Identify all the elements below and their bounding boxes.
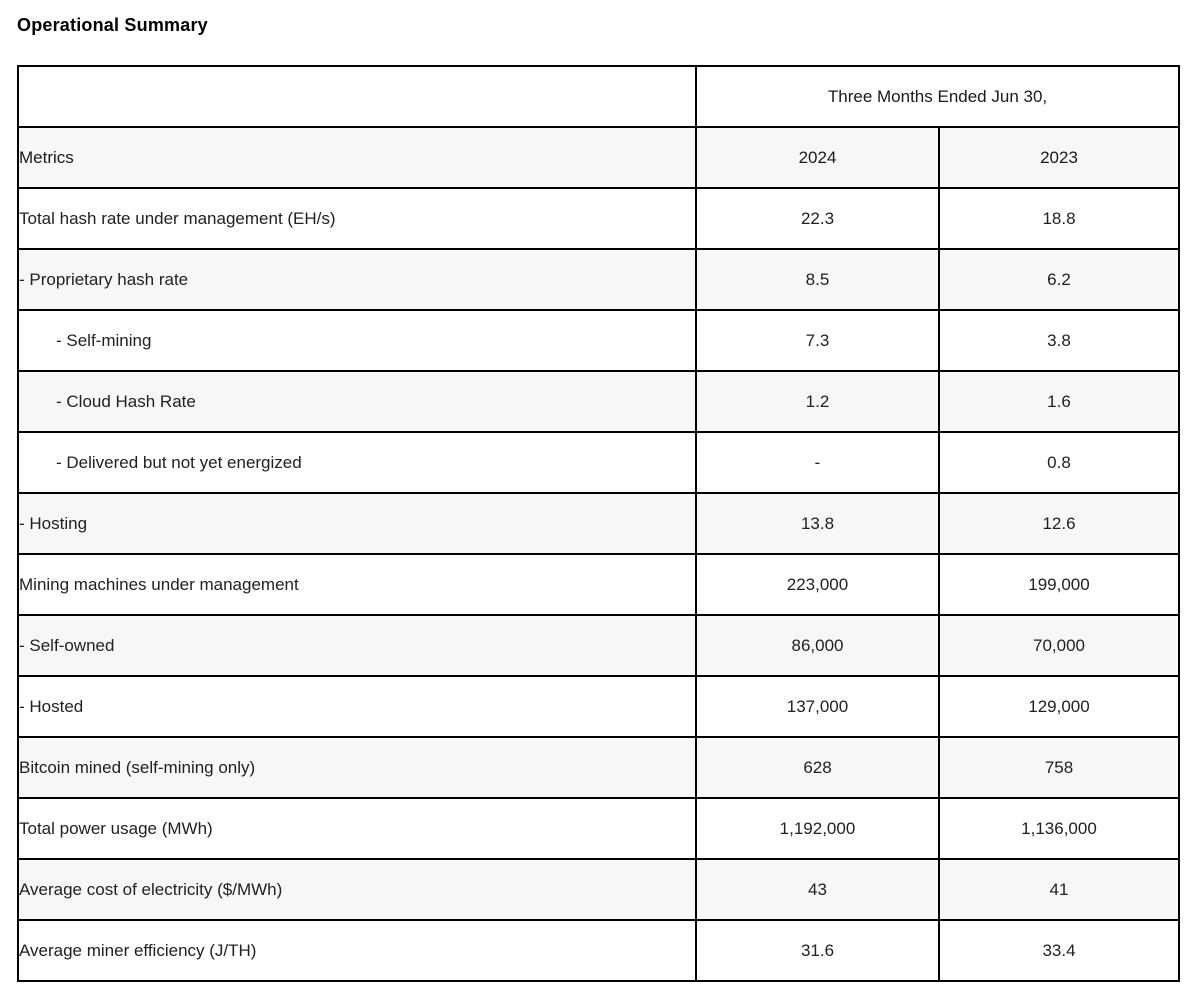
table-body: Total hash rate under management (EH/s) … <box>17 187 1180 982</box>
metric-label: - Delivered but not yet energized <box>17 431 697 494</box>
table-row: - Self-mining 7.3 3.8 <box>17 309 1180 372</box>
value-2024: 43 <box>695 858 940 921</box>
table-row: - Delivered but not yet energized - 0.8 <box>17 431 1180 494</box>
value-2024: 8.5 <box>695 248 940 311</box>
value-2023: 33.4 <box>938 919 1180 982</box>
table-row: Total hash rate under management (EH/s) … <box>17 187 1180 250</box>
table-row: Mining machines under management 223,000… <box>17 553 1180 616</box>
year-column-header-2023: 2023 <box>938 126 1180 189</box>
period-header-row: Three Months Ended Jun 30, <box>17 65 1180 128</box>
metric-label: - Proprietary hash rate <box>17 248 697 311</box>
value-2023: 3.8 <box>938 309 1180 372</box>
empty-header-cell <box>17 65 697 128</box>
metrics-column-header: Metrics <box>17 126 697 189</box>
value-2023: 1,136,000 <box>938 797 1180 860</box>
table-row: Bitcoin mined (self-mining only) 628 758 <box>17 736 1180 799</box>
table-row: Total power usage (MWh) 1,192,000 1,136,… <box>17 797 1180 860</box>
value-2024: 628 <box>695 736 940 799</box>
value-2023: 12.6 <box>938 492 1180 555</box>
metric-label: Bitcoin mined (self-mining only) <box>17 736 697 799</box>
metric-label: - Self-mining <box>17 309 697 372</box>
value-2023: 1.6 <box>938 370 1180 433</box>
metric-label: - Self-owned <box>17 614 697 677</box>
table-row: - Cloud Hash Rate 1.2 1.6 <box>17 370 1180 433</box>
value-2024: 22.3 <box>695 187 940 250</box>
table-row: - Proprietary hash rate 8.5 6.2 <box>17 248 1180 311</box>
value-2023: 0.8 <box>938 431 1180 494</box>
metric-label: - Hosting <box>17 492 697 555</box>
period-header-label: Three Months Ended Jun 30, <box>695 65 1180 128</box>
value-2024: - <box>695 431 940 494</box>
metric-label: Total power usage (MWh) <box>17 797 697 860</box>
table-row: Average miner efficiency (J/TH) 31.6 33.… <box>17 919 1180 982</box>
value-2023: 129,000 <box>938 675 1180 738</box>
column-header-row: Metrics 2024 2023 <box>17 126 1180 189</box>
table-row: Average cost of electricity ($/MWh) 43 4… <box>17 858 1180 921</box>
year-column-header-2024: 2024 <box>695 126 940 189</box>
value-2023: 41 <box>938 858 1180 921</box>
operational-summary-table: Three Months Ended Jun 30, Metrics 2024 … <box>17 65 1180 982</box>
value-2024: 7.3 <box>695 309 940 372</box>
value-2024: 1,192,000 <box>695 797 940 860</box>
value-2024: 86,000 <box>695 614 940 677</box>
value-2023: 758 <box>938 736 1180 799</box>
table-row: - Hosted 137,000 129,000 <box>17 675 1180 738</box>
metric-label: Average miner efficiency (J/TH) <box>17 919 697 982</box>
metric-label: Mining machines under management <box>17 553 697 616</box>
metric-label: Average cost of electricity ($/MWh) <box>17 858 697 921</box>
value-2023: 70,000 <box>938 614 1180 677</box>
value-2024: 137,000 <box>695 675 940 738</box>
value-2023: 199,000 <box>938 553 1180 616</box>
metric-label: Total hash rate under management (EH/s) <box>17 187 697 250</box>
metric-label: - Hosted <box>17 675 697 738</box>
table-header: Three Months Ended Jun 30, Metrics 2024 … <box>17 65 1180 189</box>
metric-label: - Cloud Hash Rate <box>17 370 697 433</box>
page-title: Operational Summary <box>17 15 208 35</box>
value-2023: 6.2 <box>938 248 1180 311</box>
table-row: - Hosting 13.8 12.6 <box>17 492 1180 555</box>
value-2024: 1.2 <box>695 370 940 433</box>
value-2024: 223,000 <box>695 553 940 616</box>
value-2024: 13.8 <box>695 492 940 555</box>
value-2023: 18.8 <box>938 187 1180 250</box>
table-row: - Self-owned 86,000 70,000 <box>17 614 1180 677</box>
value-2024: 31.6 <box>695 919 940 982</box>
